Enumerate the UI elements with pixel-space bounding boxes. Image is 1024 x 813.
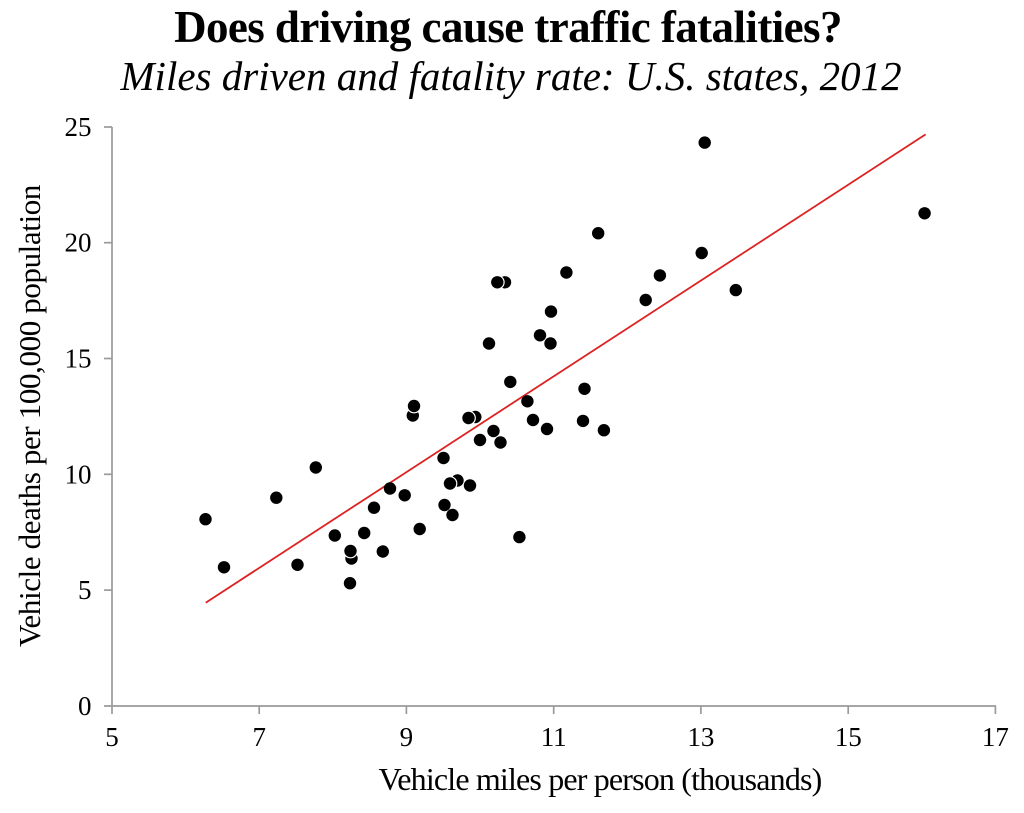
svg-text:9: 9 [400,722,414,752]
svg-text:15: 15 [835,722,862,752]
svg-text:20: 20 [65,228,92,258]
svg-text:15: 15 [65,344,92,374]
svg-text:7: 7 [252,722,266,752]
svg-text:13: 13 [687,722,714,752]
svg-text:25: 25 [65,112,92,142]
svg-text:Does driving cause traffic fat: Does driving cause traffic fatalities? [174,2,842,52]
svg-text:11: 11 [541,722,567,752]
svg-text:Vehicle miles per person (thou: Vehicle miles per person (thousands) [379,761,822,797]
svg-text:5: 5 [78,575,92,605]
svg-text:Miles driven and fatality rate: Miles driven and fatality rate: U.S. sta… [119,53,901,99]
svg-text:0: 0 [78,691,92,721]
svg-text:10: 10 [65,459,92,489]
svg-text:Vehicle deaths per 100,000 pop: Vehicle deaths per 100,000 population [12,184,47,647]
svg-text:17: 17 [982,722,1009,752]
svg-text:5: 5 [105,722,119,752]
